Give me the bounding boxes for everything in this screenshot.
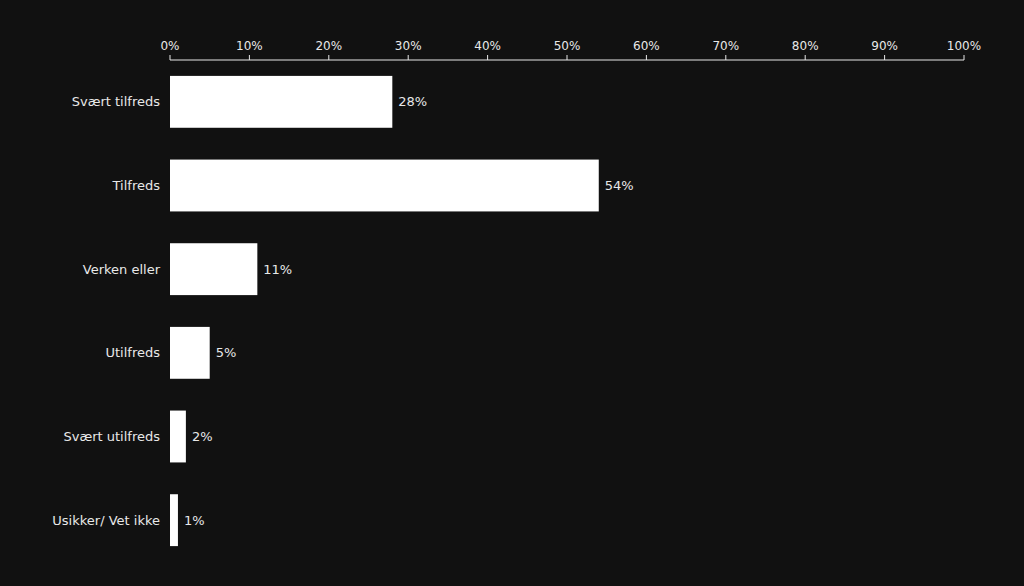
tick-label: 100% <box>947 39 981 53</box>
tick-mark <box>328 55 329 60</box>
bar <box>170 494 178 546</box>
bar <box>170 76 392 128</box>
tick-mark <box>249 55 250 60</box>
category-label: Svært tilfreds <box>72 94 160 109</box>
data-label: 1% <box>184 513 205 528</box>
y-axis: Svært tilfreds Tilfreds Verken eller Utilfr… <box>52 94 160 527</box>
tick-label: 40% <box>474 39 501 53</box>
data-label: 54% <box>605 178 634 193</box>
tick-label: 70% <box>712 39 739 53</box>
chart-container: 0% 10% 20% 30% 40% 50% 60% 70% 80% 90% 100% Svært t… <box>0 0 1024 586</box>
tick-mark <box>487 55 488 60</box>
tick-label: 60% <box>633 39 660 53</box>
category-label: Tilfreds <box>112 178 161 193</box>
tick-mark <box>964 55 965 60</box>
tick-label: 10% <box>236 39 263 53</box>
tick-mark <box>725 55 726 60</box>
tick-label: 20% <box>315 39 342 53</box>
tick-label: 50% <box>554 39 581 53</box>
x-axis: 0% 10% 20% 30% 40% 50% 60% 70% 80% 90% 100% <box>160 39 981 60</box>
category-label: Svært utilfreds <box>63 429 160 444</box>
bar <box>170 243 257 295</box>
tick-label: 30% <box>395 39 422 53</box>
chart-svg: 0% 10% 20% 30% 40% 50% 60% 70% 80% 90% 100% Svært t… <box>0 0 1024 586</box>
data-labels: 28% 54% 11% 5% 2% 1% <box>184 94 634 527</box>
tick-mark <box>567 55 568 60</box>
data-label: 2% <box>192 429 213 444</box>
data-label: 28% <box>398 94 427 109</box>
bar <box>170 411 186 463</box>
tick-mark <box>408 55 409 60</box>
category-label: Usikker/ Vet ikke <box>52 513 160 528</box>
tick-mark <box>884 55 885 60</box>
data-label: 5% <box>216 345 237 360</box>
category-label: Utilfreds <box>106 345 161 360</box>
category-label: Verken eller <box>83 262 161 277</box>
bars <box>170 76 599 546</box>
tick-label: 0% <box>160 39 179 53</box>
background <box>0 0 1024 586</box>
tick-label: 90% <box>871 39 898 53</box>
tick-mark <box>170 55 171 60</box>
data-label: 11% <box>263 262 292 277</box>
tick-mark <box>646 55 647 60</box>
bar <box>170 327 210 379</box>
tick-mark <box>805 55 806 60</box>
tick-label: 80% <box>792 39 819 53</box>
bar <box>170 160 599 212</box>
